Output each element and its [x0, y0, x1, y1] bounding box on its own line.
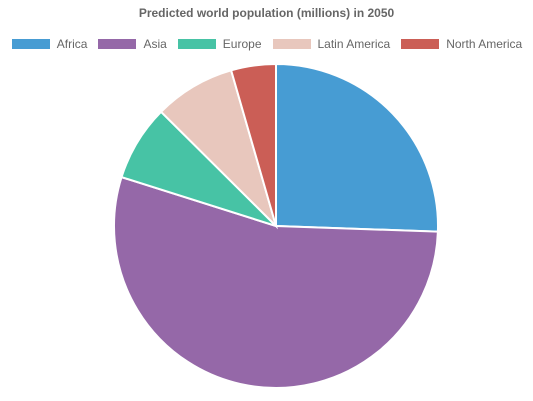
- legend-swatch-africa: [10, 38, 51, 50]
- legend-swatch-north-america: [400, 38, 441, 50]
- legend-label-africa: Africa: [56, 37, 88, 51]
- legend-item-north-america[interactable]: North America: [400, 37, 522, 51]
- legend-item-europe[interactable]: Europe: [176, 37, 262, 51]
- legend-label-asia: Asia: [143, 37, 167, 51]
- legend-swatch-latin-america: [271, 38, 312, 50]
- legend-label-latin-america: Latin America: [317, 37, 391, 51]
- pie-slice-asia[interactable]: [113, 175, 439, 389]
- legend-item-asia[interactable]: Asia: [97, 37, 167, 51]
- legend: Africa Asia Europe Latin America North A…: [0, 37, 533, 51]
- legend-label-europe: Europe: [222, 37, 262, 51]
- legend-label-north-america: North America: [446, 37, 523, 51]
- legend-item-africa[interactable]: Africa: [10, 37, 88, 51]
- legend-item-latin-america[interactable]: Latin America: [271, 37, 391, 51]
- chart-title: Predicted world population (millions) in…: [138, 6, 395, 20]
- pie-slice-north-america[interactable]: [229, 62, 277, 227]
- legend-swatch-asia: [97, 38, 138, 50]
- pie-slice-africa[interactable]: [275, 62, 439, 233]
- legend-swatch-europe: [176, 38, 217, 50]
